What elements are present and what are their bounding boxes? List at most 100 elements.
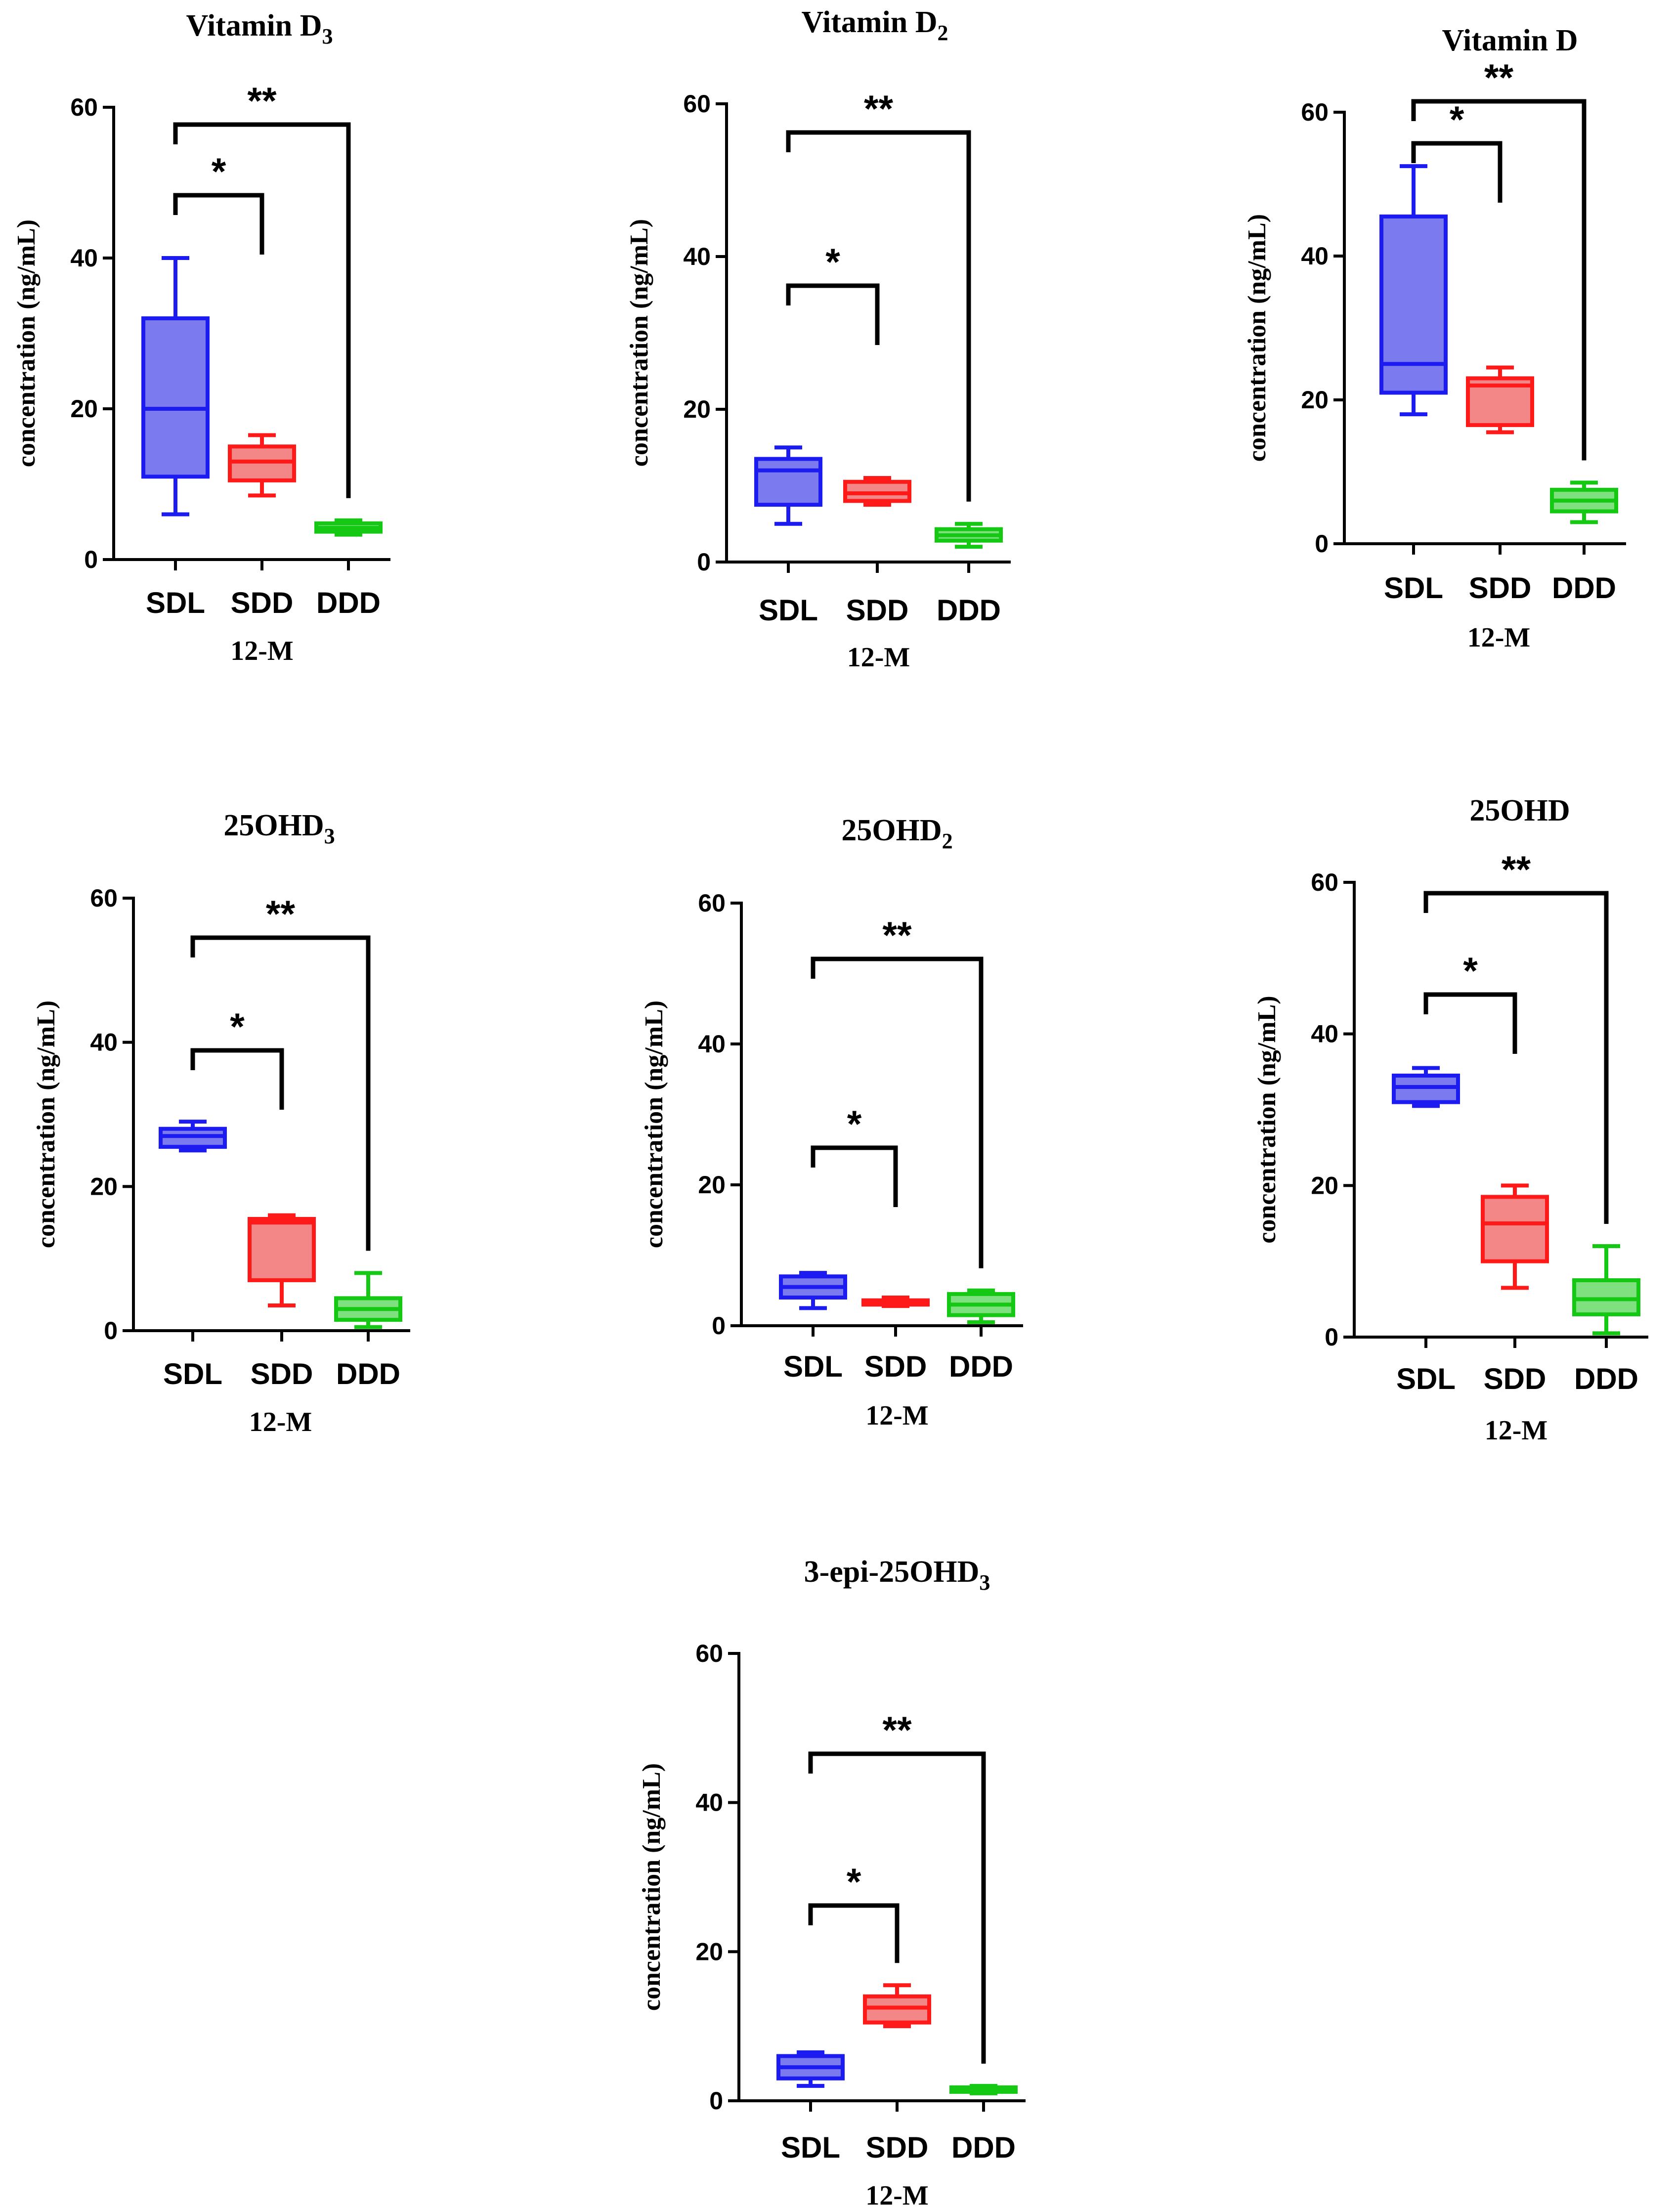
x-tick-label-sdl: SDL: [759, 594, 818, 627]
significance-label: **: [266, 893, 296, 935]
y-tick-label: 60: [698, 889, 726, 917]
significance-label: **: [882, 914, 912, 956]
chart-panel-3: Vitamin D 0 20 40 60 concentration (ng/mL) SDL…: [1243, 24, 1626, 653]
x-tick-label-ddd: DDD: [1574, 1362, 1638, 1395]
x-tick-label-ddd: DDD: [951, 2131, 1016, 2164]
x-tick-label-ddd: DDD: [336, 1357, 400, 1390]
x-axis-label: 12-M: [847, 642, 910, 673]
box-iqr: [248, 1216, 316, 1282]
box-sdd: [1466, 365, 1534, 434]
x-axis-label: 12-M: [230, 636, 294, 666]
significance-label: *: [212, 151, 226, 193]
y-tick-label: 0: [712, 1312, 726, 1340]
box-sdl: [159, 1120, 227, 1153]
bracket-line: [1423, 992, 1517, 1054]
significance-label: *: [825, 241, 840, 283]
chart-panel-4: 25OHD3 0 20 40 60 concentration (ng/mL) SDL SDD…: [32, 809, 410, 1437]
y-tick-label: 0: [84, 546, 98, 573]
y-tick-label: 60: [1311, 868, 1338, 896]
box-iqr: [1379, 214, 1448, 395]
y-tick-label: 20: [1311, 1171, 1338, 1199]
box-sdl: [776, 2050, 845, 2088]
chart-title-main: Vitamin D: [186, 9, 322, 43]
y-tick-label: 40: [683, 243, 711, 270]
significance-label: **: [1502, 849, 1531, 891]
x-tick-label-sdl: SDL: [781, 2131, 840, 2164]
x-axis-label: 12-M: [1485, 1415, 1548, 1446]
x-tick-label-sdd: SDD: [1484, 1362, 1546, 1395]
bracket-line: [808, 1751, 986, 2064]
significance-label: **: [1484, 57, 1514, 99]
x-tick-label-ddd: DDD: [949, 1350, 1013, 1383]
bracket-line: [811, 1145, 898, 1207]
box-sdl: [141, 256, 210, 517]
chart-panel-1: Vitamin D3 0 20 40 60 concentration (ng/mL) SD…: [12, 9, 390, 666]
box-sdd: [861, 1296, 930, 1308]
y-tick-label: 20: [698, 1171, 726, 1199]
y-axis-label: concentration (ng/mL): [1243, 214, 1271, 462]
x-tick-label-sdl: SDL: [1396, 1362, 1456, 1395]
y-tick-label: 40: [698, 1030, 726, 1058]
bracket-line: [190, 1048, 284, 1110]
significance-bracket-sdl-ddd: **: [173, 80, 351, 498]
chart-title-main: 25OHD: [841, 814, 942, 847]
chart-title: 25OHD2: [841, 814, 952, 853]
x-tick-label-sdd: SDD: [231, 586, 294, 619]
chart-panel-6: 25OHD 0 20 40 60 concentration (ng/mL) SDL SDD D…: [1253, 794, 1648, 1446]
significance-bracket-sdl-ddd: **: [786, 88, 971, 502]
box-sdd: [1481, 1183, 1549, 1290]
chart-title-subscript: 3: [979, 1570, 990, 1595]
y-tick-label: 40: [1301, 242, 1329, 270]
significance-bracket-sdl-sdd: *: [173, 151, 264, 255]
x-tick-label-sdd: SDD: [866, 2131, 929, 2164]
significance-bracket-sdl-sdd: *: [811, 1103, 898, 1207]
chart-title-main: Vitamin D: [1442, 24, 1578, 57]
y-tick-label: 0: [104, 1317, 118, 1345]
box-sdl: [754, 445, 822, 526]
box-sdl: [779, 1271, 847, 1310]
y-tick-label: 20: [70, 395, 98, 423]
box-ddd: [334, 1271, 402, 1329]
box-iqr: [1481, 1195, 1549, 1263]
significance-bracket-sdl-ddd: **: [1423, 849, 1609, 1224]
y-axis-label: concentration (ng/mL): [625, 219, 653, 467]
box-sdd: [843, 476, 911, 507]
y-tick-label: 20: [1301, 386, 1329, 414]
y-tick-label: 0: [697, 548, 711, 576]
bracket-line: [811, 956, 984, 1268]
box-sdd: [863, 1983, 931, 2029]
box-iqr: [141, 316, 210, 479]
chart-panel-7: 3-epi-25OHD3 0 20 40 60 concentration (ng/mL)…: [638, 1555, 1026, 2211]
x-axis-label: 12-M: [865, 1400, 929, 1431]
significance-label: *: [1463, 950, 1478, 992]
bracket-line: [1411, 99, 1587, 461]
box-ddd: [947, 1288, 1015, 1324]
y-tick-label: 60: [695, 1640, 723, 1667]
box-ddd: [1550, 480, 1618, 524]
y-axis-label: concentration (ng/mL): [12, 219, 41, 467]
x-tick-label-ddd: DDD: [1552, 571, 1616, 605]
y-tick-label: 40: [695, 1789, 723, 1817]
y-tick-label: 20: [90, 1172, 118, 1200]
bracket-line: [786, 130, 971, 502]
x-tick-label-sdd: SDD: [251, 1357, 313, 1390]
chart-title-subscript: 3: [322, 24, 333, 48]
chart-title: 3-epi-25OHD3: [804, 1555, 990, 1595]
box-sdl: [1379, 164, 1448, 417]
chart-title: 25OHD: [1469, 794, 1570, 827]
significance-bracket-sdl-sdd: *: [808, 1861, 900, 1963]
chart-title: 25OHD3: [223, 809, 335, 848]
significance-bracket-sdl-sdd: *: [786, 241, 880, 345]
significance-label: **: [882, 1709, 912, 1751]
x-tick-label-sdd: SDD: [1469, 571, 1532, 605]
chart-title: Vitamin D3: [186, 9, 333, 48]
box-ddd: [314, 518, 383, 537]
box-sdl: [1392, 1066, 1460, 1108]
chart-title: Vitamin D2: [802, 5, 948, 45]
bracket-line: [808, 1903, 900, 1963]
y-tick-label: 60: [70, 93, 98, 121]
y-axis-label: concentration (ng/mL): [640, 1000, 668, 1248]
significance-label: *: [847, 1103, 862, 1145]
y-axis-label: concentration (ng/mL): [32, 1000, 60, 1248]
